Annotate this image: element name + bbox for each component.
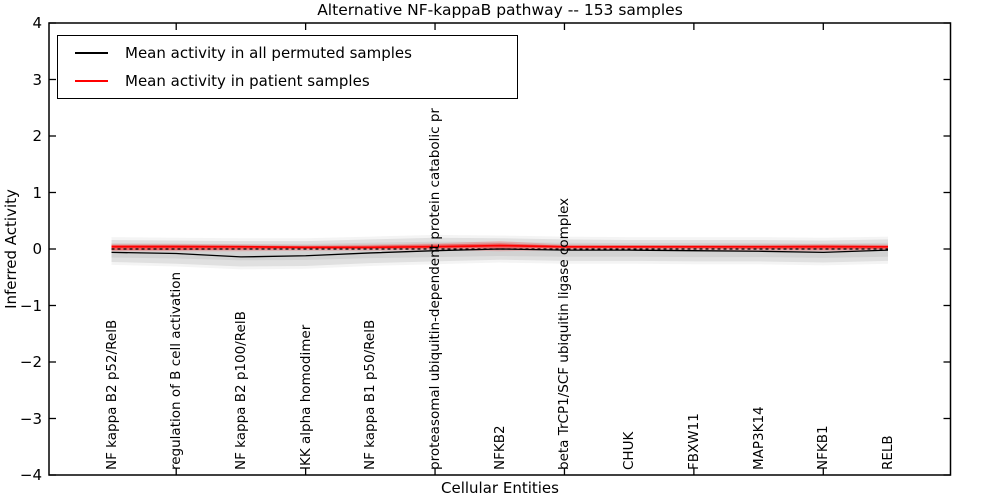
x-category-label: NFKB2: [491, 425, 508, 470]
y-tick-label: −1: [19, 296, 42, 315]
y-tick-label: −4: [19, 466, 42, 484]
y-tick-label: 2: [32, 127, 42, 145]
y-tick-label: −3: [19, 409, 42, 428]
legend-label-permuted: Mean activity in all permuted samples: [125, 44, 412, 62]
legend-line-patient-icon: [75, 80, 108, 82]
x-category-label: NFKB1: [815, 425, 832, 470]
y-tick-label: 1: [32, 183, 42, 202]
chart-title: Alternative NF-kappaB pathway -- 153 sam…: [317, 1, 683, 19]
legend-entry-patient: Mean activity in patient samples: [58, 67, 517, 95]
permuted-band: [111, 237, 888, 267]
y-tick-label: 4: [32, 14, 42, 32]
legend-label-patient: Mean activity in patient samples: [125, 72, 370, 90]
x-category-label: FBXW11: [685, 413, 702, 470]
patient-mean-line: [111, 244, 888, 249]
permuted-band-fringe: [111, 234, 888, 270]
y-tick-label: −2: [19, 353, 42, 371]
permuted-mean-line: [111, 248, 889, 258]
legend-line-permuted-icon: [75, 52, 108, 54]
y-tick-label: 0: [32, 240, 42, 258]
legend: Mean activity in all permuted samples Me…: [57, 35, 518, 99]
x-category-label: beta TrCP1/SCF ubiquitin ligase complex: [556, 197, 573, 470]
x-category-label: regulation of B cell activation: [168, 271, 185, 470]
x-category-label: MAP3K14: [750, 406, 767, 470]
x-category-label: CHUK: [621, 431, 638, 470]
x-axis-title: Cellular Entities: [441, 479, 559, 497]
x-category-label: NF kappa B2 p100/RelB: [232, 311, 249, 470]
x-category-label: NF kappa B2 p52/RelB: [103, 319, 120, 470]
legend-entry-permuted: Mean activity in all permuted samples: [58, 39, 517, 67]
y-tick-label: 3: [32, 70, 42, 89]
x-category-label: IKK alpha homodimer: [297, 324, 314, 470]
y-axis-title: Inferred Activity: [2, 189, 20, 309]
x-category-label: RELB: [880, 435, 896, 470]
x-category-label: proteasomal ubiquitin-dependent protein …: [427, 108, 444, 470]
x-category-label: NF kappa B1 p50/RelB: [362, 319, 379, 470]
